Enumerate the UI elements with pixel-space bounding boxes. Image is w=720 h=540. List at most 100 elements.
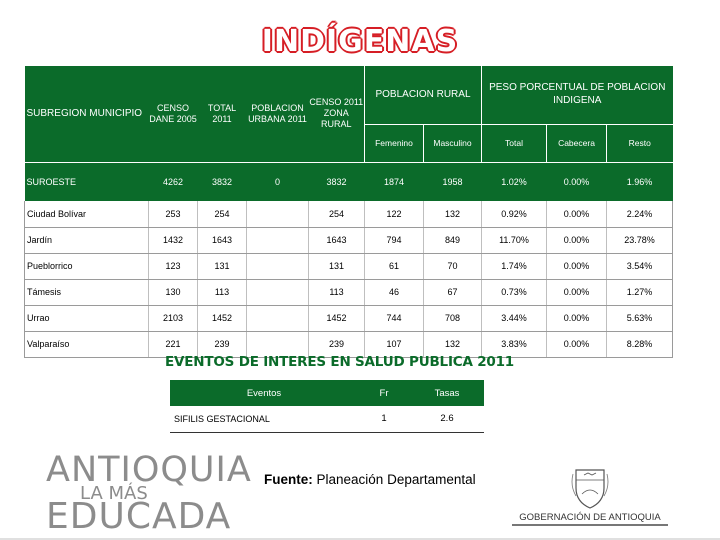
row-cabecera: 0.00%	[546, 227, 607, 254]
row-total-pct: 3.83%	[481, 331, 547, 358]
source-note: Fuente: Planeación Departamental	[264, 472, 476, 487]
row-resto: 8.28%	[606, 331, 674, 358]
row-rural: 1452	[308, 305, 365, 332]
row-urbana	[246, 253, 309, 280]
summary-urbana: 0	[246, 161, 309, 201]
row-cabecera: 0.00%	[546, 331, 607, 358]
row-resto: 23.78%	[606, 227, 674, 254]
summary-rural: 3832	[308, 161, 365, 201]
row-resto: 2.24%	[606, 201, 674, 228]
row-femenino: 122	[364, 201, 424, 228]
row-name: Ciudad Bolívar	[24, 201, 149, 228]
gobernacion-logo: GOBERNACIÓN DE ANTIOQUIA	[512, 462, 668, 528]
summary-row: SUROESTE 4262 3832 0 3832 1874 1958 1.02…	[24, 161, 673, 201]
events-header-tasas: Tasas	[410, 380, 484, 406]
row-femenino: 794	[364, 227, 424, 254]
header-femenino: Femenino	[364, 124, 424, 162]
table-row: Pueblorrico 123 131 131 61 70 1.74% 0.00…	[24, 253, 674, 280]
row-rural: 131	[308, 253, 365, 280]
header-masculino: Masculino	[423, 124, 482, 162]
event-fr: 1	[358, 406, 410, 433]
table-row: Urrao 2103 1452 1452 744 708 3.44% 0.00%…	[24, 305, 674, 332]
row-cabecera: 0.00%	[546, 279, 607, 306]
row-masculino: 132	[423, 201, 482, 228]
page-title: INDÍGENAS	[261, 24, 459, 59]
row-total: 113	[197, 279, 247, 306]
summary-masculino: 1958	[423, 161, 482, 201]
row-masculino: 708	[423, 305, 482, 332]
row-name: Jardín	[24, 227, 149, 254]
event-tasa: 2.6	[410, 406, 484, 433]
row-rural: 113	[308, 279, 365, 306]
header-cabecera: Cabecera	[546, 124, 607, 162]
row-censo: 221	[148, 331, 198, 358]
bottom-divider	[0, 538, 720, 540]
row-rural: 239	[308, 331, 365, 358]
gobernacion-text: GOBERNACIÓN DE ANTIOQUIA	[519, 512, 661, 523]
header-total: TOTAL 2011	[197, 66, 247, 162]
row-masculino: 132	[423, 331, 482, 358]
row-name: Urrao	[24, 305, 149, 332]
coat-of-arms-icon	[571, 469, 609, 509]
header-peso-porcentual: PESO PORCENTUAL DE POBLACION INDIGENA	[481, 66, 673, 125]
row-urbana	[246, 201, 309, 228]
logo-line-3: EDUCADA	[46, 496, 232, 537]
row-urbana	[246, 305, 309, 332]
row-resto: 3.54%	[606, 253, 674, 280]
row-total: 131	[197, 253, 247, 280]
source-text: Planeación Departamental	[316, 472, 476, 487]
header-urbana: POBLACION URBANA 2011	[246, 66, 309, 162]
events-header-fr: Fr	[358, 380, 410, 406]
row-urbana	[246, 279, 309, 306]
row-cabecera: 0.00%	[546, 253, 607, 280]
events-title: EVENTOS DE INTERES EN SALUD PUBLICA 2011	[165, 354, 514, 370]
row-femenino: 46	[364, 279, 424, 306]
row-femenino: 61	[364, 253, 424, 280]
row-cabecera: 0.00%	[546, 201, 607, 228]
table-row: Jardín 1432 1643 1643 794 849 11.70% 0.0…	[24, 227, 674, 254]
row-censo: 253	[148, 201, 198, 228]
row-rural: 1643	[308, 227, 365, 254]
header-poblacion-rural: POBLACION RURAL	[364, 66, 482, 125]
population-table: SUBREGION MUNICIPIO CENSO DANE 2005 TOTA…	[24, 66, 674, 358]
events-header-eventos: Eventos	[170, 380, 358, 406]
row-urbana	[246, 331, 309, 358]
summary-name: SUROESTE	[24, 161, 149, 201]
row-total: 254	[197, 201, 247, 228]
header-subregion: SUBREGION MUNICIPIO	[24, 66, 149, 162]
row-femenino: 107	[364, 331, 424, 358]
row-censo: 1432	[148, 227, 198, 254]
table-row: Ciudad Bolívar 253 254 254 122 132 0.92%…	[24, 201, 674, 228]
row-masculino: 70	[423, 253, 482, 280]
table-row: Valparaíso 221 239 239 107 132 3.83% 0.0…	[24, 331, 674, 358]
row-urbana	[246, 227, 309, 254]
row-total-pct: 0.73%	[481, 279, 547, 306]
summary-censo: 4262	[148, 161, 198, 201]
row-resto: 5.63%	[606, 305, 674, 332]
event-name: SIFILIS GESTACIONAL	[170, 406, 358, 433]
source-label: Fuente:	[264, 472, 313, 487]
summary-cabecera: 0.00%	[546, 161, 607, 201]
row-total-pct: 3.44%	[481, 305, 547, 332]
row-total-pct: 11.70%	[481, 227, 547, 254]
row-total: 1452	[197, 305, 247, 332]
row-total: 239	[197, 331, 247, 358]
header-censo: CENSO DANE 2005	[148, 66, 198, 162]
header-total-pct: Total	[481, 124, 547, 162]
row-femenino: 744	[364, 305, 424, 332]
table-row: Támesis 130 113 113 46 67 0.73% 0.00% 1.…	[24, 279, 674, 306]
summary-resto: 1.96%	[606, 161, 673, 201]
summary-total-pct: 1.02%	[481, 161, 547, 201]
row-censo: 123	[148, 253, 198, 280]
row-name: Pueblorrico	[24, 253, 149, 280]
summary-total: 3832	[197, 161, 247, 201]
header-resto: Resto	[606, 124, 673, 162]
row-total-pct: 1.74%	[481, 253, 547, 280]
row-censo: 2103	[148, 305, 198, 332]
header-zona-rural: CENSO 2011 ZONA RURAL	[308, 66, 365, 162]
row-resto: 1.27%	[606, 279, 674, 306]
events-row: SIFILIS GESTACIONAL 1 2.6	[170, 406, 484, 433]
row-rural: 254	[308, 201, 365, 228]
logo-line-2: LA MÁS	[80, 483, 148, 504]
row-masculino: 67	[423, 279, 482, 306]
